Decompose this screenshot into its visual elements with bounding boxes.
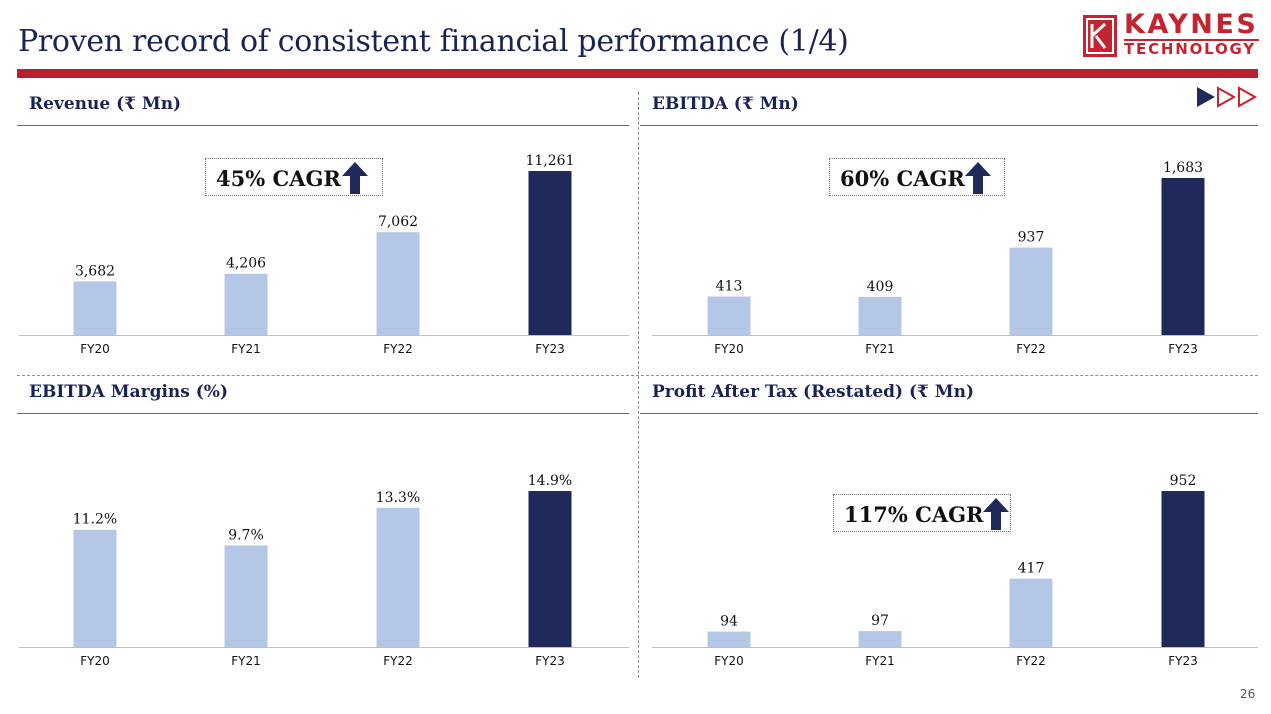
x-tick-label: FY21 <box>231 342 261 356</box>
x-tick-label: FY20 <box>80 654 110 668</box>
data-label: 952 <box>1170 473 1197 489</box>
bar-fy20 <box>73 281 117 335</box>
horizontal-divider <box>17 375 1258 376</box>
x-tick-label: FY22 <box>1016 654 1046 668</box>
bar-chart-ebitda: 413 FY20 409 FY21 937 FY22 1,683 FY23 <box>652 160 1258 356</box>
chart-panel-ebitda-margins: EBITDA Margins (%) 11.2% FY20 9.7% FY21 13.3… <box>17 382 629 672</box>
nav-arrows <box>1196 86 1260 112</box>
bar-fy23 <box>1161 491 1205 647</box>
bar-fy20 <box>707 296 751 335</box>
chart-panel-ebitda: EBITDA (₹ Mn) 413 FY20 409 FY21 937 FY22 1,683… <box>640 94 1258 374</box>
x-tick-label: FY20 <box>714 654 744 668</box>
x-tick-label: FY21 <box>865 342 895 356</box>
up-arrow-icon <box>342 162 368 194</box>
bar-fy21 <box>858 631 902 647</box>
x-tick-label: FY20 <box>714 342 744 356</box>
data-label: 9.7% <box>228 527 264 543</box>
data-label: 97 <box>871 613 889 629</box>
bar-fy22 <box>376 507 420 647</box>
data-label: 409 <box>867 279 894 295</box>
data-label: 3,682 <box>75 263 115 279</box>
logo-word-kaynes: KAYNES <box>1124 9 1259 40</box>
x-tick-label: FY22 <box>383 342 413 356</box>
chart-title: EBITDA (₹ Mn) <box>652 94 799 114</box>
data-label: 937 <box>1018 230 1045 246</box>
chart-title-rule <box>17 413 629 414</box>
bar-fy22 <box>1009 247 1053 335</box>
bar-chart-ebitda-margins: 11.2% FY20 9.7% FY21 13.3% FY22 14.9% FY23 <box>19 473 629 668</box>
x-tick-label: FY23 <box>1168 654 1198 668</box>
x-tick-label: FY21 <box>231 654 261 668</box>
chart-title: EBITDA Margins (%) <box>29 382 229 402</box>
bar-chart-pat: 94 FY20 97 FY21 417 FY22 952 FY23 <box>652 473 1258 668</box>
bar-fy23 <box>528 491 572 647</box>
chart-panel-revenue: Revenue (₹ Mn) 3,682 FY20 4,206 FY21 7,062 FY… <box>17 94 629 374</box>
data-label: 14.9% <box>528 473 572 489</box>
slide-title: Proven record of consistent financial pe… <box>18 24 849 59</box>
bar-fy23 <box>1161 178 1205 335</box>
bar-fy20 <box>707 631 751 647</box>
logo-rule <box>1124 39 1259 41</box>
bar-fy21 <box>224 545 268 647</box>
play-arrow-outline-icon <box>1217 86 1237 108</box>
bar-fy22 <box>1009 578 1053 647</box>
bar-fy21 <box>224 273 268 335</box>
data-label: 11,261 <box>526 153 575 169</box>
data-label: 413 <box>716 278 743 294</box>
bar-fy21 <box>858 296 902 335</box>
up-arrow-icon <box>983 498 1009 530</box>
company-logo: KAYNES TECHNOLOGY <box>1083 9 1261 61</box>
chart-panel-pat: Profit After Tax (Restated) (₹ Mn) 94 FY2… <box>640 382 1258 672</box>
cagr-callout: 60% CAGR <box>829 158 1005 196</box>
logo-word-technology: TECHNOLOGY <box>1124 40 1256 58</box>
page-number: 26 <box>1240 687 1256 701</box>
chart-title-rule <box>640 413 1258 414</box>
cagr-text: 117% CAGR <box>844 502 984 527</box>
chart-title: Revenue (₹ Mn) <box>29 94 182 114</box>
x-tick-label: FY23 <box>1168 342 1198 356</box>
data-label: 11.2% <box>73 512 117 528</box>
logo-mark-icon <box>1083 15 1117 57</box>
data-label: 94 <box>720 614 738 630</box>
x-tick-label: FY21 <box>865 654 895 668</box>
x-tick-label: FY22 <box>1016 342 1046 356</box>
play-arrow-icon <box>1197 87 1215 107</box>
data-label: 417 <box>1018 561 1045 577</box>
data-label: 1,683 <box>1163 160 1203 176</box>
x-tick-label: FY23 <box>535 342 565 356</box>
bar-fy22 <box>376 232 420 335</box>
play-arrow-outline-icon <box>1238 86 1258 108</box>
title-rule <box>17 69 1258 78</box>
chart-title-rule <box>17 125 629 126</box>
bar-chart-revenue: 3,682 FY20 4,206 FY21 7,062 FY22 11,261 FY23 <box>19 153 629 356</box>
x-tick-label: FY20 <box>80 342 110 356</box>
cagr-callout: 117% CAGR <box>833 494 1011 532</box>
cagr-text: 60% CAGR <box>840 166 965 191</box>
x-tick-label: FY22 <box>383 654 413 668</box>
data-label: 4,206 <box>226 256 266 272</box>
data-label: 13.3% <box>376 490 420 506</box>
data-label: 7,062 <box>378 214 418 230</box>
up-arrow-icon <box>965 162 991 194</box>
chart-title: Profit After Tax (Restated) (₹ Mn) <box>652 382 975 402</box>
vertical-divider <box>638 92 639 678</box>
chart-title-rule <box>640 125 1258 126</box>
bar-fy20 <box>73 529 117 647</box>
cagr-callout: 45% CAGR <box>205 158 383 196</box>
bar-fy23 <box>528 171 572 335</box>
cagr-text: 45% CAGR <box>216 166 341 191</box>
x-tick-label: FY23 <box>535 654 565 668</box>
